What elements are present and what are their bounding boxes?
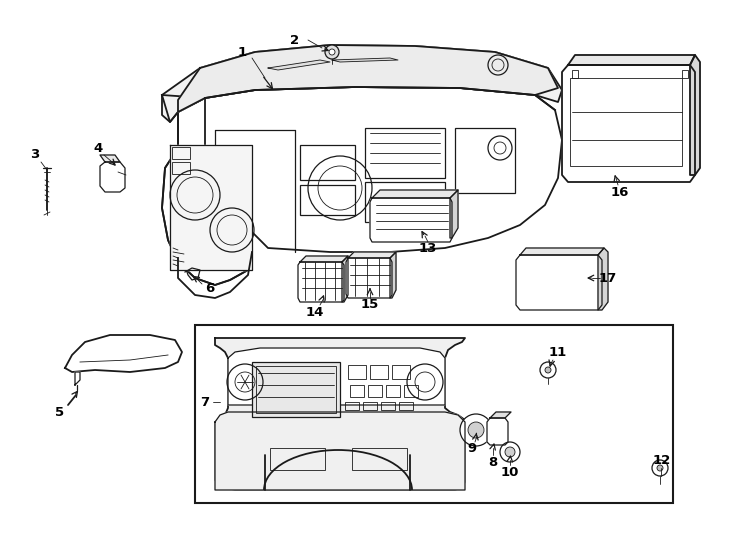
Text: 10: 10 (501, 465, 519, 478)
Bar (682, 70, 688, 78)
Text: 16: 16 (611, 186, 629, 199)
Circle shape (652, 460, 668, 476)
Polygon shape (598, 248, 608, 310)
Bar (570, 78, 682, 166)
Polygon shape (390, 252, 396, 298)
Bar (455, 128, 515, 193)
Text: 3: 3 (30, 148, 40, 161)
Text: 7: 7 (200, 395, 210, 408)
Text: 8: 8 (488, 456, 498, 469)
Polygon shape (100, 155, 120, 162)
Text: 6: 6 (206, 281, 214, 294)
Bar (370, 365, 388, 379)
Circle shape (325, 45, 339, 59)
Circle shape (468, 422, 484, 438)
Bar (270, 448, 325, 470)
Circle shape (505, 447, 515, 457)
Polygon shape (215, 338, 465, 490)
Bar (300, 185, 355, 215)
Bar (572, 70, 578, 78)
Bar (172, 162, 190, 174)
Circle shape (329, 49, 335, 55)
Text: 17: 17 (599, 272, 617, 285)
Polygon shape (215, 412, 465, 490)
Bar (381, 402, 395, 410)
Circle shape (545, 367, 551, 373)
Text: 12: 12 (653, 454, 671, 467)
Polygon shape (562, 65, 695, 182)
Bar (300, 145, 355, 180)
Circle shape (540, 362, 556, 378)
Text: 5: 5 (56, 406, 65, 419)
Bar (404, 385, 418, 397)
Bar (363, 402, 377, 410)
Bar (172, 147, 190, 159)
Polygon shape (372, 190, 458, 198)
Text: 15: 15 (361, 299, 379, 312)
Polygon shape (75, 372, 80, 385)
Bar (345, 402, 359, 410)
Polygon shape (100, 162, 125, 192)
Bar (350, 385, 364, 397)
Text: 14: 14 (306, 306, 324, 319)
Text: 13: 13 (419, 241, 437, 254)
Circle shape (657, 465, 663, 471)
Text: 1: 1 (237, 45, 247, 58)
Bar (348, 365, 366, 379)
Polygon shape (332, 58, 398, 62)
Bar (195, 325, 673, 503)
Polygon shape (690, 55, 700, 175)
Bar (368, 385, 382, 397)
Polygon shape (162, 87, 562, 285)
Polygon shape (300, 256, 348, 262)
Polygon shape (268, 60, 330, 70)
Polygon shape (520, 248, 604, 255)
Bar (256, 366, 336, 413)
Polygon shape (170, 145, 252, 270)
Polygon shape (65, 335, 182, 372)
Bar (399, 402, 413, 410)
Polygon shape (568, 55, 695, 65)
Polygon shape (162, 45, 562, 122)
Polygon shape (162, 95, 252, 285)
Circle shape (460, 414, 492, 446)
Text: 2: 2 (291, 33, 299, 46)
Polygon shape (490, 412, 511, 418)
Bar (392, 365, 410, 379)
Bar (365, 128, 445, 178)
Polygon shape (348, 252, 396, 258)
Polygon shape (346, 258, 392, 298)
Polygon shape (487, 418, 508, 445)
Bar (365, 182, 445, 222)
Bar (252, 362, 340, 417)
Polygon shape (450, 190, 458, 238)
Polygon shape (298, 262, 344, 302)
Polygon shape (228, 348, 445, 405)
Text: 11: 11 (549, 346, 567, 359)
Bar (352, 448, 407, 470)
Text: 4: 4 (93, 141, 103, 154)
Text: 9: 9 (468, 442, 476, 455)
Polygon shape (516, 255, 602, 310)
Polygon shape (342, 256, 348, 302)
Polygon shape (178, 45, 558, 112)
Polygon shape (370, 198, 452, 242)
Circle shape (500, 442, 520, 462)
Bar (386, 385, 400, 397)
